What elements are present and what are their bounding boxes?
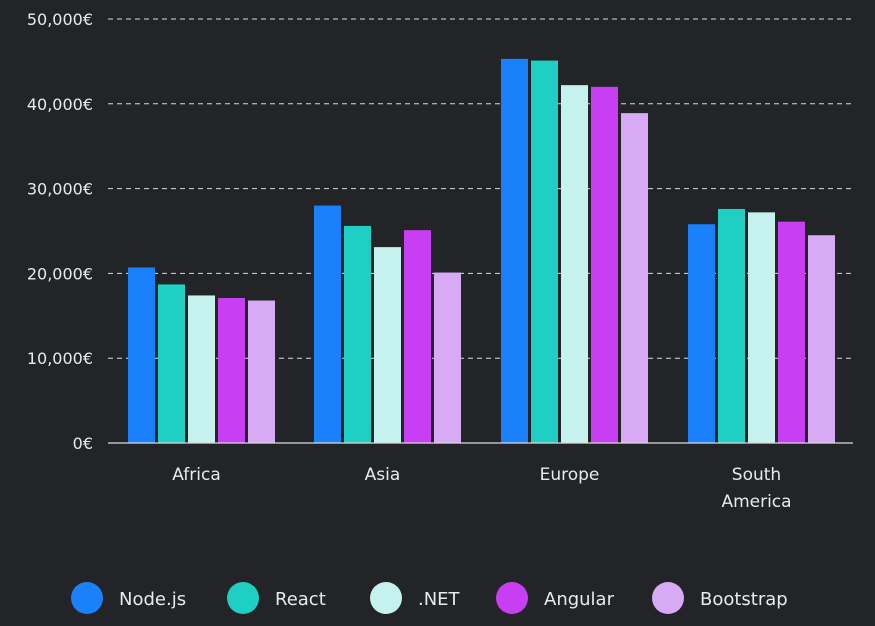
bar[interactable] [561, 85, 588, 444]
legend-item[interactable]: .NET [370, 582, 461, 614]
y-tick-label: 40,000€ [27, 95, 93, 114]
legend-swatch [370, 582, 402, 614]
legend-swatch [227, 582, 259, 614]
bar[interactable] [434, 272, 461, 443]
bar[interactable] [531, 60, 558, 443]
legend-label: Angular [544, 589, 615, 610]
bar[interactable] [621, 113, 648, 444]
bar[interactable] [778, 221, 805, 443]
bar[interactable] [718, 208, 745, 443]
bar[interactable] [218, 297, 245, 443]
bar[interactable] [374, 247, 401, 443]
bar[interactable] [188, 295, 215, 443]
y-tick-label: 50,000€ [27, 10, 93, 29]
legend: Node.js React .NET Angular Bootstrap [71, 582, 788, 614]
legend-swatch [496, 582, 528, 614]
bar[interactable] [128, 267, 155, 443]
bar[interactable] [688, 224, 715, 443]
bar[interactable] [808, 235, 835, 443]
bar[interactable] [591, 86, 618, 443]
bar[interactable] [248, 300, 275, 443]
y-axis-ticks: 0€ 10,000€ 20,000€ 30,000€ 40,000€ 50,000€ [27, 10, 93, 453]
legend-label: Bootstrap [700, 589, 788, 610]
y-tick-label: 0€ [73, 434, 93, 453]
bar[interactable] [158, 284, 185, 443]
legend-label: React [275, 589, 326, 610]
legend-label: .NET [418, 589, 461, 610]
y-tick-label: 10,000€ [27, 349, 93, 368]
legend-label: Node.js [119, 589, 186, 610]
x-axis-labels: Africa Asia Europe South America [172, 465, 791, 512]
legend-item[interactable]: Node.js [71, 582, 186, 614]
bar[interactable] [314, 205, 341, 443]
legend-item[interactable]: Bootstrap [652, 582, 788, 614]
y-tick-label: 30,000€ [27, 180, 93, 199]
legend-swatch [71, 582, 103, 614]
bar[interactable] [404, 230, 431, 443]
bar[interactable] [748, 212, 775, 443]
legend-swatch [652, 582, 684, 614]
legend-item[interactable]: Angular [496, 582, 615, 614]
bar[interactable] [344, 225, 371, 443]
bars [128, 58, 835, 444]
legend-item[interactable]: React [227, 582, 326, 614]
x-category-label: South America [721, 465, 791, 512]
bar[interactable] [501, 58, 528, 444]
grid-lines [108, 18, 853, 359]
y-tick-label: 20,000€ [27, 264, 93, 283]
x-category-label: Asia [365, 465, 401, 485]
x-category-label: Africa [172, 465, 221, 485]
x-category-label: Europe [540, 465, 600, 485]
